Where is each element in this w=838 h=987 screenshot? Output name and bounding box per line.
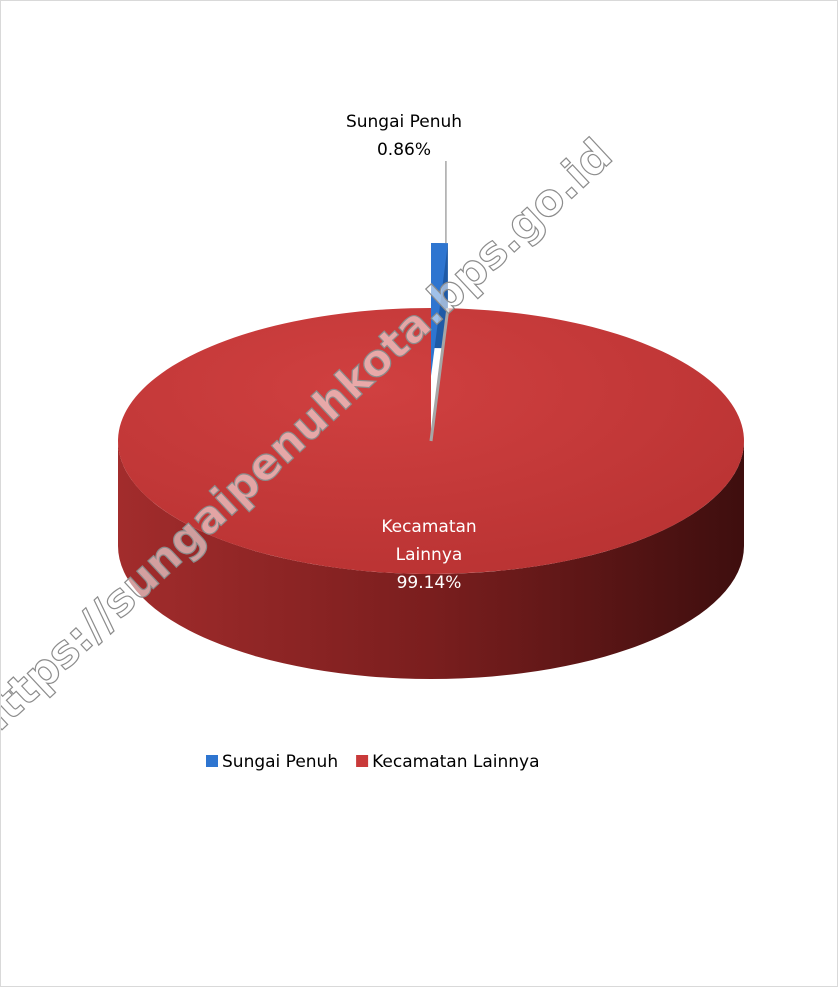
slice-side (118, 441, 744, 679)
slice-value: 0.86% (377, 140, 431, 160)
slice-edge (429, 308, 450, 442)
legend-swatch (356, 755, 369, 767)
legend-swatch (206, 755, 218, 767)
legend-label: Sungai Penuh (222, 752, 338, 772)
slice (117, 308, 744, 574)
slice-label: Kecamatan Lainnya 99.14% (364, 513, 494, 597)
slice-category: Kecamatan Lainnya (381, 517, 477, 565)
slice-value: 99.14% (396, 573, 462, 593)
pie (117, 243, 744, 679)
slice-category: Sungai Penuh (346, 112, 462, 132)
legend-label: Kecamatan Lainnya (372, 752, 539, 772)
slice (431, 243, 448, 376)
